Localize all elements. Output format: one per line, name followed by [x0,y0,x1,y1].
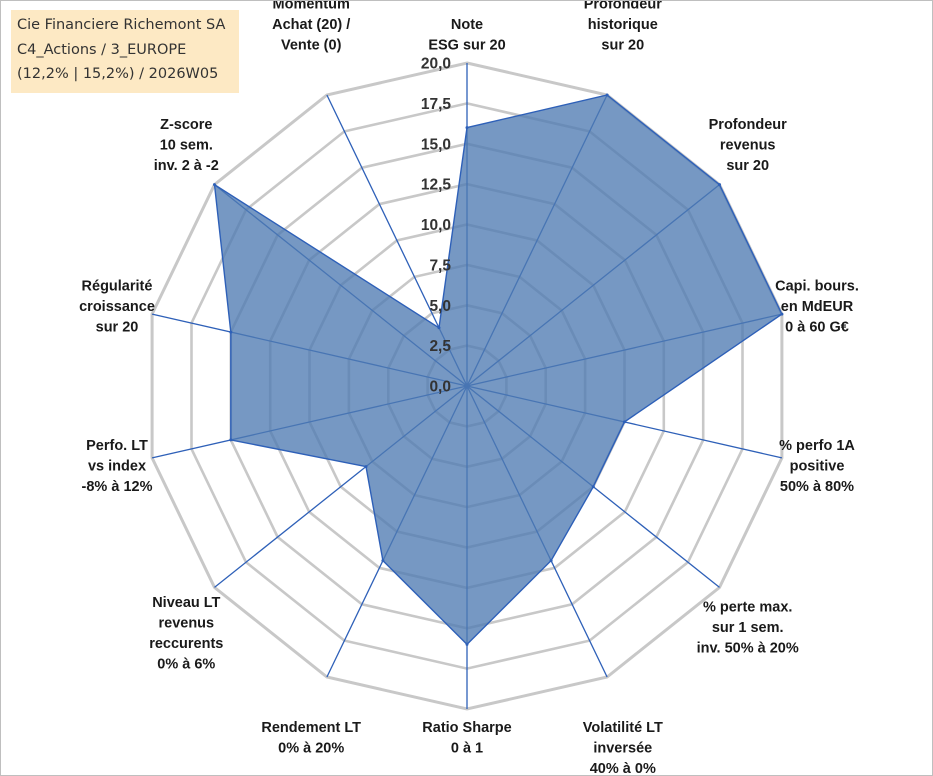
axis-label: Perfo. LT vs index -8% à 12% [82,438,153,495]
axis-label: Niveau LT revenus reccurents 0% à 6% [149,595,223,673]
tick-label: 20,0 [421,56,451,73]
axis-labels: Note ESG sur 20 Profondeur historique sur 20… [79,1,859,775]
axis-label-line: Niveau LT [152,595,220,611]
axis-label-line: Régularité [82,278,153,294]
data-point [780,312,784,316]
axis-label: % perfo 1A positive 50% à 80% [779,438,855,495]
axis-label-line: Volatilité LT [583,720,663,736]
data-point [465,126,469,130]
tick-label: 5,0 [429,298,451,315]
radial-tick-labels: 0,0 2,5 5,0 7,5 10,0 12,5 15,0 17,5 20,0 [421,56,452,396]
axis-label: Note ESG sur 20 [428,17,505,54]
axis-label-line: 40% à 0% [590,761,656,775]
axis-label-line: 0 à 60 G€ [785,319,849,335]
axis-label-line: Ratio Sharpe [422,720,511,736]
tick-label: 2,5 [429,338,451,355]
axis-label-line: Rendement LT [261,720,361,736]
data-point [213,183,216,187]
data-point [364,465,368,469]
axis-label-line: Momentum [273,1,350,13]
axis-label-line: % perfo 1A [779,438,855,454]
axis-label: Volatilité LT inversée 40% à 0% [583,720,663,775]
axis-label-line: 0 à 1 [451,741,483,757]
data-point [549,559,553,563]
axis-label-line: Profondeur [709,117,787,133]
axis-label-line: Perfo. LT [86,438,148,454]
axis-label: Régularité croissance sur 20 [79,278,155,335]
axis-label-line: 50% à 80% [780,479,854,495]
axis-label-line: sur 1 sem. [712,620,784,636]
axis-label: Profondeur historique sur 20 [584,1,662,54]
axis-label-line: en MdEUR [781,299,854,315]
axis-label-line: 0% à 20% [278,741,344,757]
data-point [381,559,385,563]
axis-label: Ratio Sharpe 0 à 1 [422,720,511,757]
series-area [213,94,783,646]
chart-title-box: Cie Financiere Richemont SA C4_Actions /… [11,10,239,93]
tick-label: 0,0 [429,379,451,396]
axis-label-line: positive [790,459,845,475]
axis-label-line: reccurents [149,636,223,652]
axis-label-line: inv. 50% à 20% [697,640,799,656]
axis-label-line: % perte max. [703,599,792,615]
axis-label: % perte max. sur 1 sem. inv. 50% à 20% [697,599,799,656]
axis-label-line: Note [451,17,483,33]
axis-label-line: sur 20 [96,319,139,335]
data-point [437,326,441,330]
axis-label-line: historique [588,17,658,33]
axis-label-line: croissance [79,299,155,315]
axis-label-line: Vente (0) [281,38,342,54]
axis-label: Rendement LT 0% à 20% [261,720,361,757]
axis-label-line: vs index [88,459,146,475]
axis-label: Capi. bours. en MdEUR 0 à 60 G€ [775,278,859,335]
data-point [229,330,233,334]
data-point [718,183,721,187]
axis-label-line: inv. 2 à -2 [154,158,219,174]
tick-label: 15,0 [421,136,451,153]
asset-category: C4_Actions / 3_EUROPE [17,41,187,58]
axis-label-line: Capi. bours. [775,278,859,294]
axis-label-line: revenus [158,615,214,631]
tick-label: 10,0 [421,217,451,234]
axis-label-line: Profondeur [584,1,662,13]
data-point [229,438,233,442]
axis-label-line: -8% à 12% [82,479,153,495]
radar-series [213,93,784,646]
tick-label: 7,5 [429,257,451,274]
axis-label-line: inversée [593,741,652,757]
axis-label: Momentum Achat (20) / Vente (0) [272,1,350,54]
axis-label-line: revenus [720,138,776,154]
data-point [591,485,595,489]
axis-label-line: 10 sem. [160,138,213,154]
data-point [623,420,626,424]
axis-label-line: ESG sur 20 [428,38,505,54]
data-point [605,93,609,97]
performance-week: (12,2% | 15,2%) / 2026W05 [17,66,219,82]
tick-label: 12,5 [421,177,452,194]
axis-label-line: Achat (20) / [272,17,350,33]
axis-label-line: sur 20 [601,38,644,54]
tick-label: 17,5 [421,96,452,113]
axis-label-line: sur 20 [726,158,769,174]
axis-label-line: Z-score [160,117,212,133]
axis-label: Z-score 10 sem. inv. 2 à -2 [154,117,219,174]
data-point [465,642,469,646]
axis-label: Profondeur revenus sur 20 [709,117,787,174]
axis-label-line: 0% à 6% [157,656,215,672]
company-name: Cie Financiere Richemont SA [17,17,226,33]
